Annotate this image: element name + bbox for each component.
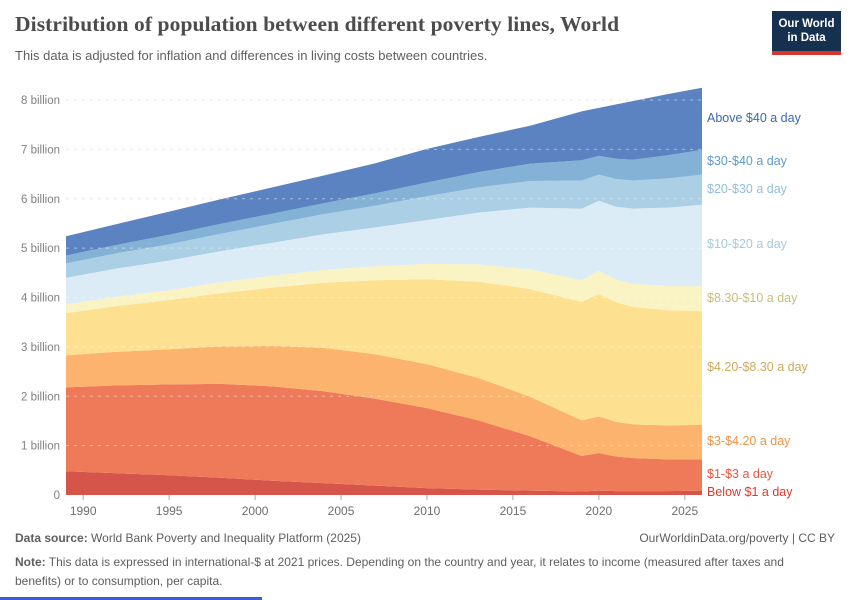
area-above-40[interactable] [66, 87, 702, 256]
x-tick-1995: 1995 [156, 504, 183, 518]
y-tick-2: 2 billion [21, 391, 60, 403]
y-tick-6: 6 billion [21, 194, 60, 206]
x-tick-2020: 2020 [586, 504, 613, 518]
attribution-separator: | [788, 531, 799, 545]
note: Note: This data is expressed in internat… [15, 553, 815, 590]
owid-logo-line2: in Data [787, 32, 826, 44]
area-30-40[interactable] [66, 149, 702, 264]
page-title: Distribution of population between diffe… [15, 12, 620, 36]
x-tick-2010: 2010 [414, 504, 441, 518]
x-tick-2005: 2005 [328, 504, 355, 518]
owid-link[interactable]: OurWorldinData.org/poverty [639, 531, 789, 545]
y-tick-0: 0 [54, 490, 60, 502]
note-label: Note: [15, 555, 46, 569]
license-badge: CC BY [798, 531, 835, 545]
x-tick-2015: 2015 [500, 504, 527, 518]
y-tick-8: 8 billion [21, 95, 60, 107]
stacked-area-chart[interactable]: 0 1 billion 2 billion 3 billion 4 billion 5 b… [0, 80, 850, 535]
attribution: OurWorldinData.org/poverty | CC BY [639, 531, 835, 545]
note-text: This data is expressed in international-… [15, 555, 784, 588]
data-source: Data source: World Bank Poverty and Ineq… [15, 531, 361, 545]
area-4.20-8.30[interactable] [66, 279, 702, 426]
x-tick-2000: 2000 [242, 504, 269, 518]
x-tick-1990: 1990 [70, 504, 97, 518]
y-tick-7: 7 billion [21, 144, 60, 156]
data-source-text: World Bank Poverty and Inequality Platfo… [91, 531, 361, 545]
area-below-1[interactable] [66, 471, 702, 495]
y-tick-5: 5 billion [21, 243, 60, 255]
owid-logo-line1: Our World [778, 17, 835, 30]
y-tick-1: 1 billion [21, 441, 60, 453]
bottom-accent-bar [0, 597, 262, 600]
y-tick-3: 3 billion [21, 342, 60, 354]
area-8.30-10[interactable] [66, 263, 702, 314]
x-tick-2025: 2025 [671, 504, 698, 518]
page-subtitle: This data is adjusted for inflation and … [15, 48, 488, 63]
area-1-3[interactable] [66, 383, 702, 492]
owid-logo: Our World in Data [772, 11, 841, 55]
y-tick-4: 4 billion [21, 293, 60, 305]
area-10-20[interactable] [66, 200, 702, 305]
data-source-label: Data source: [15, 531, 88, 545]
area-20-30[interactable] [66, 174, 702, 278]
owid-logo-red-bar [772, 51, 841, 55]
area-3-4.20[interactable] [66, 345, 702, 460]
